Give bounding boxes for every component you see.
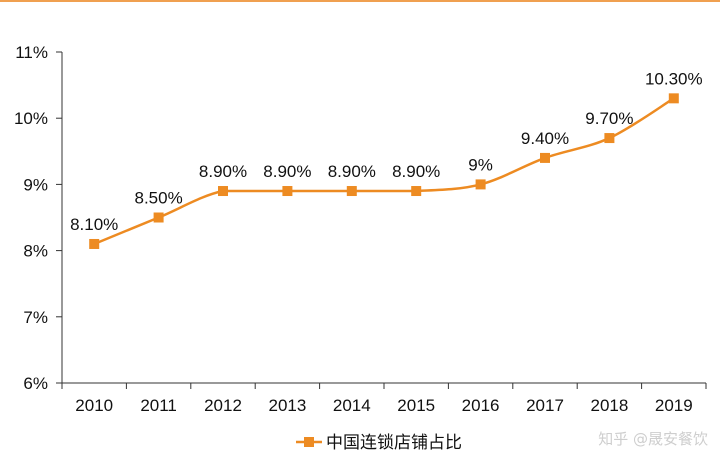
data-label: 9%	[468, 155, 493, 174]
x-tick-label: 2012	[204, 396, 242, 415]
data-label: 8.90%	[199, 162, 247, 181]
x-tick-label: 2013	[268, 396, 306, 415]
legend: 中国连锁店铺占比	[296, 433, 462, 453]
x-tick-label: 2018	[590, 396, 628, 415]
data-point-marker	[346, 186, 357, 197]
x-tick-label: 2015	[397, 396, 435, 415]
data-label: 8.50%	[134, 189, 182, 208]
x-axis-ticks: 2010 2011 2012 2013 2014 2015 2016 2017 2018 2019	[61, 383, 707, 415]
x-tick-label: 2017	[526, 396, 564, 415]
data-point-marker	[89, 238, 100, 249]
data-point-marker	[604, 133, 615, 144]
y-tick-label: 6%	[23, 374, 48, 393]
data-label: 8.10%	[70, 215, 118, 234]
y-tick-label: 10%	[14, 109, 48, 128]
y-tick-label: 7%	[23, 308, 48, 327]
series-markers	[89, 93, 679, 249]
data-point-marker	[668, 93, 679, 104]
y-axis-ticks: 6% 7% 8% 9% 10% 11%	[14, 43, 62, 393]
data-label: 9.40%	[521, 129, 569, 148]
legend-label: 中国连锁店铺占比	[326, 433, 462, 453]
data-point-marker	[411, 186, 422, 197]
data-point-marker	[475, 179, 486, 190]
y-tick-label: 8%	[23, 242, 48, 261]
legend-marker-icon	[304, 437, 314, 447]
x-tick-label: 2011	[140, 396, 177, 415]
data-label: 9.70%	[585, 109, 633, 128]
x-tick-label: 2016	[462, 396, 500, 415]
data-labels: 8.10% 8.50% 8.90% 8.90% 8.90% 8.90% 9% 9.40% 9.7…	[70, 69, 703, 234]
data-point-marker	[153, 212, 164, 223]
x-tick-label: 2014	[333, 396, 371, 415]
data-point-marker	[540, 152, 550, 163]
y-tick-label: 9%	[23, 175, 48, 194]
x-tick-label: 2019	[655, 396, 693, 415]
x-tick-label: 2010	[75, 396, 113, 415]
top-rule	[0, 0, 720, 2]
data-point-marker	[282, 186, 293, 197]
y-tick-label: 11%	[15, 43, 48, 62]
data-label: 8.90%	[328, 162, 376, 181]
series-line	[93, 97, 675, 246]
data-label: 8.90%	[263, 162, 311, 181]
data-label: 8.90%	[392, 162, 440, 181]
data-label: 10.30%	[645, 69, 703, 88]
data-point-marker	[218, 186, 228, 197]
